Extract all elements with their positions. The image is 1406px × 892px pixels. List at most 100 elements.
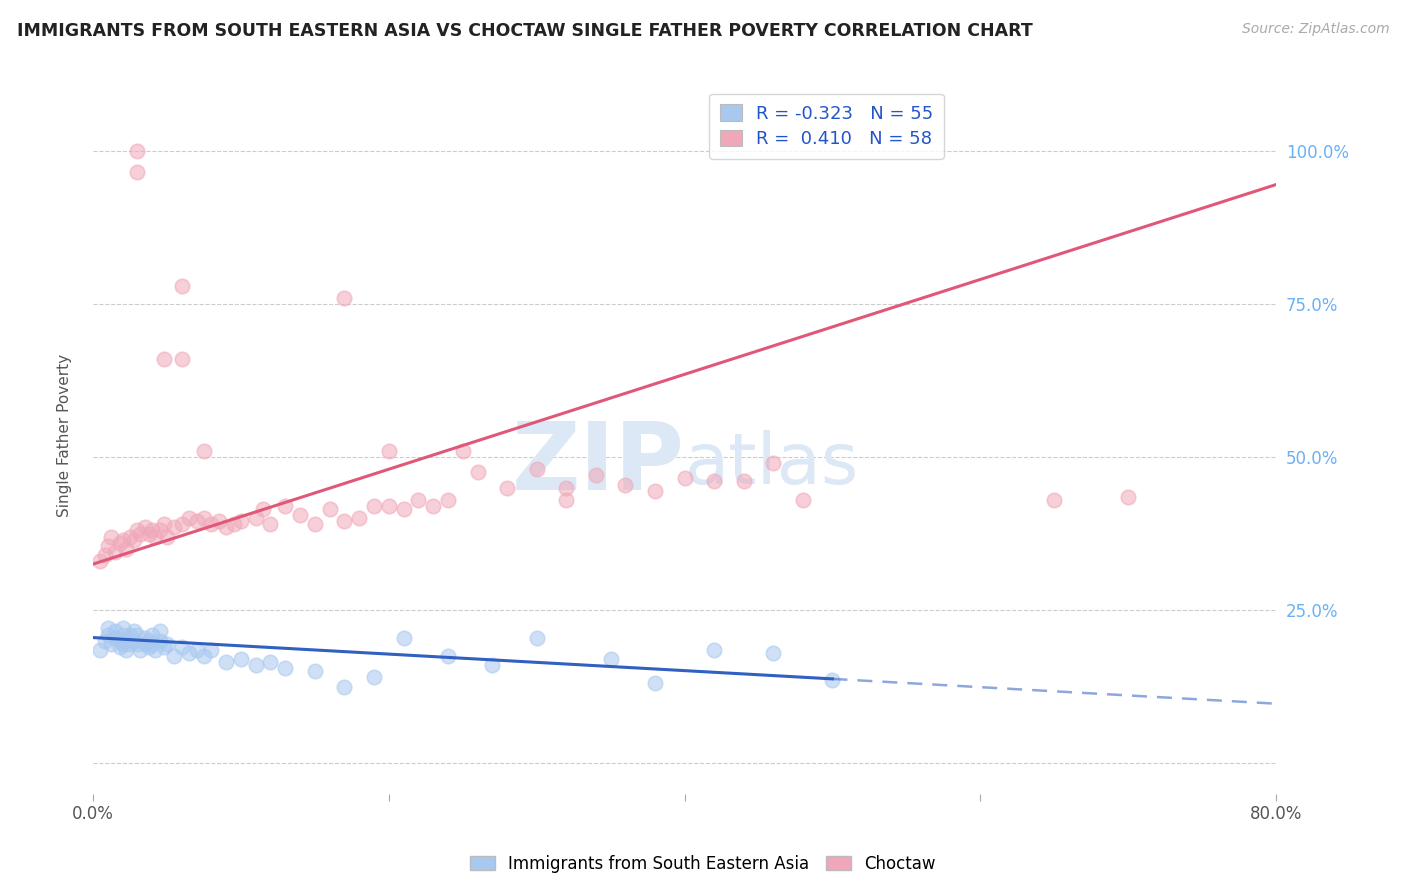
Point: [127, 524, 149, 538]
Point: [585, 468, 607, 483]
Point: [363, 670, 385, 684]
Point: [245, 511, 267, 525]
Point: [138, 526, 160, 541]
Point: [118, 637, 141, 651]
Point: [703, 475, 725, 489]
Point: [108, 640, 131, 654]
Point: [304, 665, 326, 679]
Point: [408, 492, 430, 507]
Point: [114, 642, 136, 657]
Point: [333, 291, 356, 305]
Point: [599, 652, 621, 666]
Point: [97, 621, 120, 635]
Text: Source: ZipAtlas.com: Source: ZipAtlas.com: [1241, 22, 1389, 37]
Point: [792, 492, 814, 507]
Point: [127, 637, 149, 651]
Point: [111, 533, 134, 547]
Point: [127, 144, 149, 158]
Point: [163, 520, 186, 534]
Point: [124, 624, 146, 639]
Point: [193, 511, 215, 525]
Point: [141, 524, 163, 538]
Point: [89, 642, 111, 657]
Point: [148, 524, 170, 538]
Point: [108, 633, 131, 648]
Point: [138, 633, 160, 648]
Point: [153, 352, 176, 367]
Point: [111, 627, 134, 641]
Point: [703, 642, 725, 657]
Point: [143, 642, 166, 657]
Point: [134, 637, 156, 651]
Point: [526, 631, 548, 645]
Point: [229, 514, 252, 528]
Point: [222, 517, 245, 532]
Point: [392, 631, 415, 645]
Legend: Immigrants from South Eastern Asia, Choctaw: Immigrants from South Eastern Asia, Choc…: [464, 848, 942, 880]
Point: [108, 535, 131, 549]
Y-axis label: Single Father Poverty: Single Father Poverty: [58, 354, 72, 517]
Point: [114, 541, 136, 556]
Point: [304, 517, 326, 532]
Point: [111, 637, 134, 651]
Point: [118, 530, 141, 544]
Point: [762, 646, 785, 660]
Point: [644, 676, 666, 690]
Point: [762, 456, 785, 470]
Point: [153, 640, 176, 654]
Point: [141, 637, 163, 651]
Text: atlas: atlas: [685, 430, 859, 499]
Point: [208, 514, 231, 528]
Point: [274, 499, 297, 513]
Point: [118, 627, 141, 641]
Point: [179, 646, 201, 660]
Point: [127, 165, 149, 179]
Legend: R = -0.323   N = 55, R =  0.410   N = 58: R = -0.323 N = 55, R = 0.410 N = 58: [709, 94, 943, 159]
Point: [170, 278, 193, 293]
Point: [141, 627, 163, 641]
Point: [555, 481, 578, 495]
Point: [148, 633, 170, 648]
Point: [1116, 490, 1139, 504]
Point: [97, 627, 120, 641]
Point: [89, 554, 111, 568]
Point: [288, 508, 311, 523]
Point: [422, 499, 444, 513]
Point: [333, 680, 356, 694]
Point: [111, 621, 134, 635]
Point: [378, 443, 401, 458]
Point: [555, 492, 578, 507]
Point: [363, 499, 385, 513]
Point: [673, 471, 696, 485]
Point: [200, 517, 222, 532]
Point: [170, 352, 193, 367]
Point: [333, 514, 356, 528]
Point: [229, 652, 252, 666]
Point: [170, 640, 193, 654]
Point: [215, 520, 238, 534]
Point: [143, 530, 166, 544]
Point: [215, 655, 238, 669]
Point: [186, 514, 208, 528]
Point: [821, 673, 844, 688]
Point: [104, 631, 127, 645]
Point: [124, 633, 146, 648]
Point: [274, 661, 297, 675]
Point: [156, 637, 179, 651]
Point: [94, 633, 117, 648]
Text: IMMIGRANTS FROM SOUTH EASTERN ASIA VS CHOCTAW SINGLE FATHER POVERTY CORRELATION : IMMIGRANTS FROM SOUTH EASTERN ASIA VS CH…: [17, 22, 1032, 40]
Point: [467, 465, 489, 479]
Point: [378, 499, 401, 513]
Point: [193, 648, 215, 663]
Point: [163, 648, 186, 663]
Point: [104, 545, 127, 559]
Text: ZIP: ZIP: [512, 418, 685, 510]
Point: [156, 530, 179, 544]
Point: [170, 517, 193, 532]
Point: [496, 481, 519, 495]
Point: [179, 511, 201, 525]
Point: [148, 624, 170, 639]
Point: [259, 517, 281, 532]
Point: [437, 648, 460, 663]
Point: [644, 483, 666, 498]
